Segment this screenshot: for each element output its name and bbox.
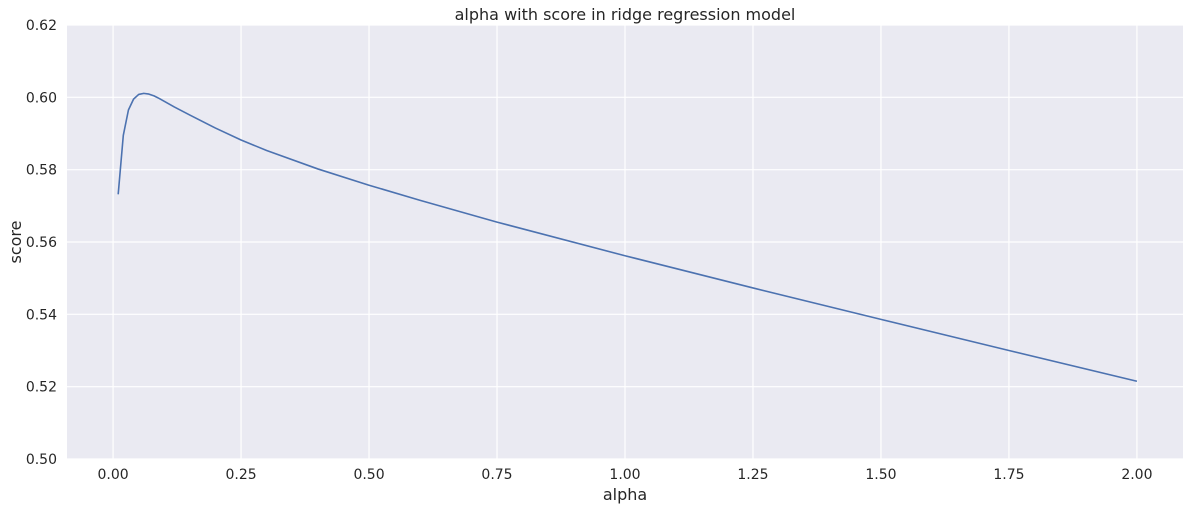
- series-line: [117, 92, 1138, 383]
- y-tick-label: 0.58: [26, 163, 57, 179]
- x-tick-label: 1.25: [737, 467, 768, 483]
- x-axis-label: alpha: [603, 485, 647, 504]
- y-tick-label: 0.62: [26, 18, 57, 34]
- x-tick-label: 2.00: [1121, 467, 1152, 483]
- y-tick-label: 0.54: [26, 307, 57, 323]
- chart-title: alpha with score in ridge regression mod…: [455, 5, 796, 24]
- y-tick-label: 0.56: [26, 235, 57, 251]
- y-axis-label: score: [6, 221, 25, 264]
- y-tick-label: 0.50: [26, 452, 57, 468]
- grid-lines: [67, 24, 1183, 460]
- x-tick-label: 0.75: [481, 467, 512, 483]
- x-tick-label: 0.25: [225, 467, 256, 483]
- x-tick-labels: 0.00 0.25 0.50 0.75 1.00 1.25 1.50 1.75 2.00: [97, 467, 1152, 483]
- x-tick-label: 0.50: [353, 467, 384, 483]
- y-tick-label: 0.60: [26, 90, 57, 106]
- x-tick-label: 1.50: [865, 467, 896, 483]
- x-tick-label: 1.75: [993, 467, 1024, 483]
- y-tick-label: 0.52: [26, 380, 57, 396]
- y-tick-labels: 0.50 0.52 0.54 0.56 0.58 0.60 0.62: [26, 18, 57, 468]
- x-tick-label: 1.00: [609, 467, 640, 483]
- x-tick-label: 0.00: [97, 467, 128, 483]
- series-group: [117, 92, 1138, 383]
